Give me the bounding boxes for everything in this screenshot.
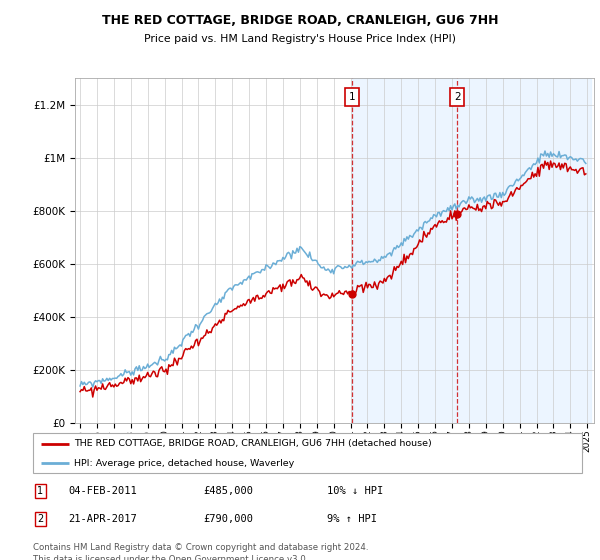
Text: £790,000: £790,000: [203, 514, 253, 524]
Text: 10% ↓ HPI: 10% ↓ HPI: [327, 486, 383, 496]
Text: Contains HM Land Registry data © Crown copyright and database right 2024.
This d: Contains HM Land Registry data © Crown c…: [33, 543, 368, 560]
Text: 2: 2: [454, 92, 460, 102]
FancyBboxPatch shape: [33, 433, 582, 473]
Text: £485,000: £485,000: [203, 486, 253, 496]
Text: 9% ↑ HPI: 9% ↑ HPI: [327, 514, 377, 524]
Text: 21-APR-2017: 21-APR-2017: [68, 514, 137, 524]
Text: 1: 1: [349, 92, 355, 102]
Bar: [352, 78, 590, 423]
Text: 1: 1: [37, 486, 44, 496]
Text: THE RED COTTAGE, BRIDGE ROAD, CRANLEIGH, GU6 7HH: THE RED COTTAGE, BRIDGE ROAD, CRANLEIGH,…: [102, 14, 498, 27]
Text: THE RED COTTAGE, BRIDGE ROAD, CRANLEIGH, GU6 7HH (detached house): THE RED COTTAGE, BRIDGE ROAD, CRANLEIGH,…: [74, 439, 432, 448]
Text: Price paid vs. HM Land Registry's House Price Index (HPI): Price paid vs. HM Land Registry's House …: [144, 34, 456, 44]
Text: 2: 2: [37, 514, 44, 524]
Text: HPI: Average price, detached house, Waverley: HPI: Average price, detached house, Wave…: [74, 459, 295, 468]
Text: 04-FEB-2011: 04-FEB-2011: [68, 486, 137, 496]
